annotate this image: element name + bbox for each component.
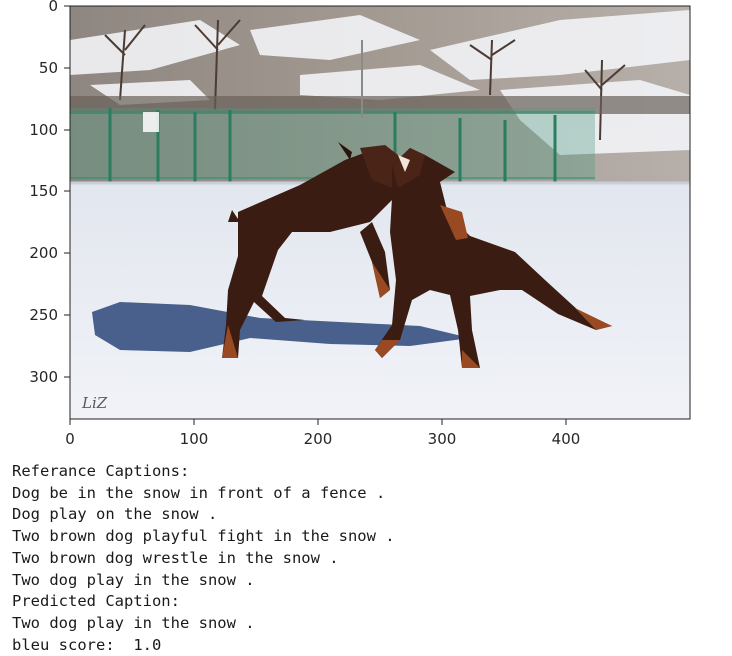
reference-captions-header: Referance Captions: bbox=[12, 462, 190, 480]
cell-output: Referance Captions: Dog be in the snow in… bbox=[12, 461, 395, 656]
axes-frame bbox=[69, 5, 691, 420]
y-tick-label: 150 bbox=[29, 182, 58, 200]
y-tick-label: 300 bbox=[29, 368, 58, 386]
watermark: LiZ bbox=[81, 394, 108, 412]
y-axis bbox=[64, 5, 70, 378]
y-tick-label: 100 bbox=[29, 121, 58, 139]
x-tick-label: 400 bbox=[552, 430, 581, 448]
snow-ground bbox=[70, 182, 690, 419]
x-tick-labels: 0 100 200 300 400 bbox=[65, 430, 580, 448]
image-plot: LiZ 0 50 100 150 200 250 300 0 100 200 3… bbox=[29, 0, 691, 448]
y-tick-label: 0 bbox=[48, 0, 58, 15]
reference-caption: Two brown dog wrestle in the snow . bbox=[12, 548, 339, 567]
bleu-score: bleu score: 1.0 bbox=[12, 635, 162, 654]
fence bbox=[70, 40, 595, 190]
left-dog bbox=[222, 142, 402, 358]
y-tick-label: 50 bbox=[39, 59, 58, 77]
reference-caption: Dog play on the snow . bbox=[12, 505, 218, 524]
y-tick-label: 200 bbox=[29, 244, 58, 262]
x-tick-label: 300 bbox=[428, 430, 457, 448]
x-tick-label: 200 bbox=[304, 430, 333, 448]
x-axis bbox=[69, 419, 567, 425]
right-dog bbox=[375, 148, 612, 368]
predicted-caption-header: Predicted Caption: bbox=[12, 592, 180, 611]
displayed-image: LiZ bbox=[70, 6, 690, 419]
hedge bbox=[70, 96, 690, 114]
predicted-caption: Two dog play in the snow . bbox=[12, 613, 255, 632]
dog-shadow bbox=[92, 302, 470, 352]
reference-caption: Two dog play in the snow . bbox=[12, 570, 255, 589]
reference-caption: Two brown dog playful fight in the snow … bbox=[12, 527, 395, 546]
y-tick-labels: 0 50 100 150 200 250 300 bbox=[29, 0, 58, 386]
reference-caption: Dog be in the snow in front of a fence . bbox=[12, 483, 386, 502]
x-tick-label: 100 bbox=[180, 430, 209, 448]
y-tick-label: 250 bbox=[29, 306, 58, 324]
x-tick-label: 0 bbox=[65, 430, 75, 448]
